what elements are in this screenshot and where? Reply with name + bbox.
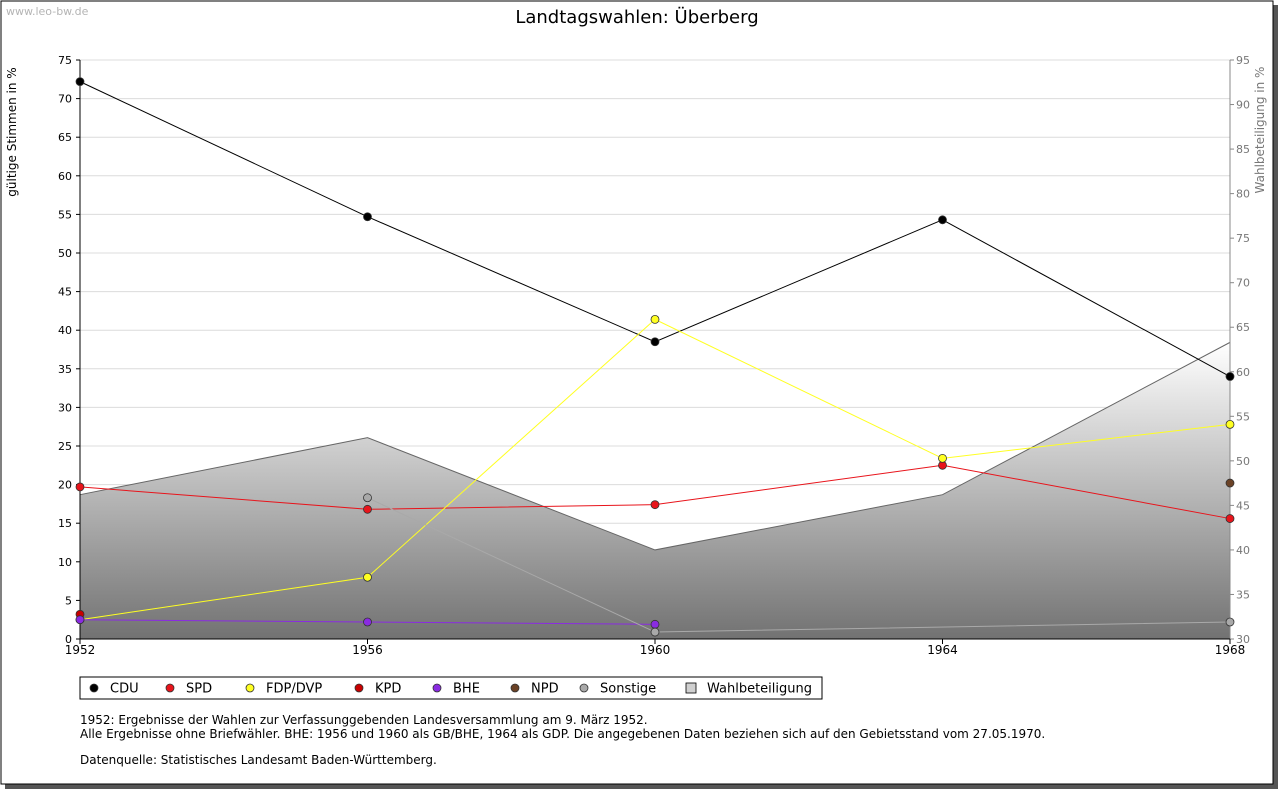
legend-box	[79, 676, 823, 700]
y-left-tick-label: 45	[58, 286, 72, 299]
y-left-tick-label: 20	[58, 479, 72, 492]
y-left-tick-label: 55	[58, 208, 72, 221]
turnout-area	[80, 342, 1230, 639]
legend-swatch-turnout	[685, 682, 697, 694]
y-left-tick-label: 15	[58, 517, 72, 530]
y-left-tick-label: 25	[58, 440, 72, 453]
data-point-cdu	[75, 77, 85, 87]
legend-label: Sonstige	[600, 682, 656, 697]
y-right-tick-label: 65	[1236, 321, 1250, 334]
y-right-tick-label: 75	[1236, 232, 1250, 245]
legend-swatch-fdp-dvp	[245, 683, 255, 693]
turnout-line	[79, 341, 1231, 551]
x-tick-label: 1964	[927, 643, 958, 657]
data-point-spd	[363, 504, 372, 514]
x-tick-label: 1956	[352, 643, 383, 657]
legend-label: BHE	[453, 682, 480, 697]
legend-swatch-bhe	[432, 683, 442, 693]
legend-label: SPD	[186, 682, 212, 697]
y-right-tick-label: 90	[1236, 99, 1250, 112]
y-right-tick-label: 50	[1236, 455, 1250, 468]
note-1952: 1952: Ergebnisse der Wahlen zur Verfassu…	[80, 713, 648, 727]
legend-swatch-npd	[510, 683, 520, 693]
data-point-cdu	[650, 337, 660, 347]
y-right-tick-label: 60	[1236, 366, 1250, 379]
y-right-tick-label: 40	[1236, 544, 1250, 557]
x-tick-label: 1968	[1215, 643, 1246, 657]
note-general: Alle Ergebnisse ohne Briefwähler. BHE: 1…	[80, 727, 1046, 741]
legend-swatch-spd	[165, 683, 175, 693]
data-point-cdu	[1225, 372, 1235, 381]
watermark: www.leo-bw.de	[6, 5, 89, 18]
data-point-fdp-dvp	[1225, 419, 1235, 429]
y-right-tick-label: 85	[1236, 143, 1250, 156]
data-point-cdu	[938, 215, 947, 225]
y-left-tick-label: 0	[65, 633, 72, 646]
y-left-tick-label: 30	[58, 401, 72, 414]
y-left-tick-label: 5	[65, 594, 72, 607]
y-left-tick-label: 50	[58, 247, 72, 260]
y-left-tick-label: 40	[58, 324, 72, 337]
data-point-sonstige	[650, 627, 660, 637]
y-axis-left-label: gültige Stimmen in %	[5, 67, 19, 196]
y-right-tick-label: 45	[1236, 499, 1250, 512]
legend-label: FDP/DVP	[266, 682, 322, 697]
y-right-tick-label: 55	[1236, 410, 1250, 423]
legend-label: NPD	[531, 682, 559, 697]
legend-label: Wahlbeteiligung	[707, 682, 812, 697]
data-point-npd	[1225, 478, 1235, 488]
y-left-tick-label: 60	[58, 170, 72, 183]
chart-title: Landtagswahlen: Überberg	[515, 6, 758, 28]
y-left-tick-label: 35	[58, 363, 72, 376]
legend-swatch-sonstige	[579, 683, 589, 693]
data-point-spd	[75, 482, 85, 492]
data-point-bhe	[363, 617, 372, 627]
data-point-fdp-dvp	[938, 453, 947, 463]
y-left-tick-label: 75	[58, 54, 72, 67]
data-point-fdp-dvp	[650, 314, 660, 324]
x-tick-label: 1952	[65, 643, 96, 657]
y-right-tick-label: 70	[1236, 277, 1250, 290]
x-tick-label: 1960	[640, 643, 671, 657]
data-point-spd	[650, 500, 660, 510]
y-right-tick-label: 30	[1236, 633, 1250, 646]
y-left-tick-label: 65	[58, 131, 72, 144]
y-right-tick-label: 35	[1236, 588, 1250, 601]
y-right-tick-label: 95	[1236, 54, 1250, 67]
data-point-bhe	[75, 615, 85, 625]
y-right-tick-label: 80	[1236, 188, 1250, 201]
data-point-spd	[1225, 514, 1235, 523]
data-point-sonstige	[1225, 617, 1235, 627]
data-point-cdu	[363, 212, 372, 222]
legend-label: KPD	[375, 682, 401, 697]
data-source: Datenquelle: Statistisches Landesamt Bad…	[80, 753, 437, 767]
legend: CDU SPD FDP/DVP KPD BHE NPD Sonstige Wahlbeteil…	[79, 676, 823, 700]
legend-swatch-kpd	[354, 683, 364, 693]
y-left-tick-label: 10	[58, 556, 72, 569]
legend-label: CDU	[110, 682, 139, 697]
data-point-sonstige	[363, 493, 372, 503]
y-axis-right-label: Wahlbeteiligung in %	[1253, 67, 1267, 194]
plot-area: 0 5 10 15 20 25 30 35 40 45 50 55 60 65 70 75 30 35 40 45 50…	[58, 54, 1250, 657]
legend-swatch-cdu	[89, 683, 99, 693]
data-point-bhe	[650, 619, 660, 629]
data-point-fdp-dvp	[363, 572, 372, 582]
y-left-tick-label: 70	[58, 93, 72, 106]
